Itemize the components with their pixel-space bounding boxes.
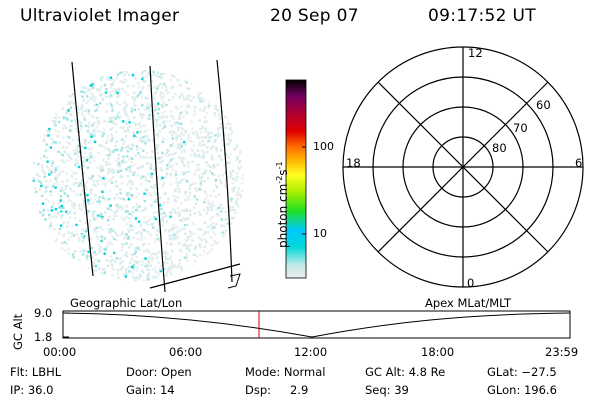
instrument-title: Ultraviolet Imager: [20, 6, 180, 26]
glon-readout: GLon: 196.6: [487, 383, 557, 397]
lat-label-70: 70: [513, 121, 528, 135]
xtick-1800: 18:00: [421, 345, 455, 359]
filter-readout: Flt: LBHL: [10, 365, 62, 379]
glat-readout: GLat: −27.5: [487, 365, 557, 379]
xtick-0600: 06:00: [169, 345, 203, 359]
ytick-9: 9.0: [34, 306, 53, 320]
longitude-line: [216, 59, 233, 283]
orbit-plot: [62, 310, 571, 339]
colorbar-unit-label: photon cm-2s-1: [275, 161, 290, 248]
colorbar-tick-100: 100: [313, 140, 334, 153]
dsp-label: Dsp:: [245, 383, 272, 397]
mlt-label-12: 12: [468, 46, 483, 60]
apex-title: Apex MLat/MLT: [425, 296, 512, 310]
uv-image-disk: [32, 59, 244, 293]
xtick-2359: 23:59: [545, 345, 579, 359]
xtick-1200: 12:00: [294, 345, 328, 359]
xtick-0000: 00:00: [43, 345, 77, 359]
gc-alt-axis-label: GC Alt: [11, 313, 25, 350]
ytick-1-8: 1.8: [34, 330, 53, 344]
mlt-label-0: 0: [467, 276, 475, 290]
coastline-mark: [227, 273, 241, 289]
mode-readout: Mode: Normal: [245, 365, 326, 379]
colorbar: [285, 79, 307, 279]
time-label: 09:17:52 UT: [428, 6, 536, 26]
gc-alt-readout: GC Alt: 4.8 Re: [365, 365, 446, 379]
lat-label-80: 80: [492, 141, 507, 155]
ip-readout: IP: 36.0: [10, 383, 54, 397]
geographic-title: Geographic Lat/Lon: [70, 296, 183, 310]
seq-readout: Seq: 39: [365, 383, 409, 397]
latitude-line: [149, 263, 241, 289]
mlt-label-18: 18: [346, 156, 361, 170]
date-label: 20 Sep 07: [270, 6, 359, 26]
colorbar-tick-10: 10: [313, 227, 327, 240]
longitude-line: [71, 61, 94, 277]
door-readout: Door: Open: [126, 365, 192, 379]
longitude-line: [149, 65, 166, 293]
gain-readout: Gain: 14: [126, 383, 175, 397]
lat-label-60: 60: [536, 98, 551, 112]
dsp-value: 2.9: [290, 383, 309, 397]
mlt-label-6: 6: [575, 156, 583, 170]
polar-grid: [342, 46, 584, 288]
